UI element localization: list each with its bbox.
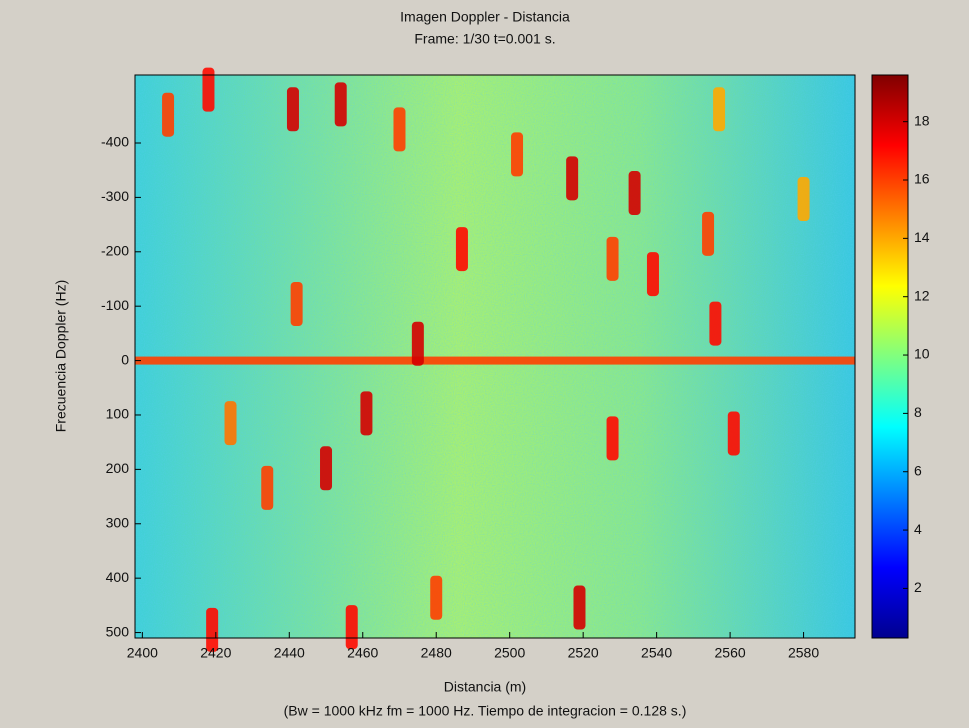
y-tick-label: 200 xyxy=(106,460,130,476)
chart-title: Imagen Doppler - Distancia xyxy=(400,9,570,25)
y-tick-label: 100 xyxy=(106,406,130,422)
colorbar-tick-label: 12 xyxy=(914,287,930,303)
colorbar-tick-label: 6 xyxy=(914,462,922,478)
clutter-line xyxy=(135,356,855,365)
target xyxy=(566,156,579,201)
chart-subtitle: Frame: 1/30 t=0.001 s. xyxy=(414,31,555,47)
colorbar-tick-label: 4 xyxy=(914,521,922,537)
target xyxy=(261,465,274,510)
target xyxy=(727,411,740,456)
target xyxy=(628,171,641,216)
colorbar-tick-label: 18 xyxy=(914,112,930,128)
y-tick-label: 0 xyxy=(121,351,129,367)
target xyxy=(360,391,373,436)
note: (Bw = 1000 kHz fm = 1000 Hz. Tiempo de i… xyxy=(284,703,687,719)
target xyxy=(702,211,715,256)
colorbar-tick-label: 8 xyxy=(914,404,922,420)
target xyxy=(206,607,219,652)
target xyxy=(334,82,347,127)
target xyxy=(224,401,237,446)
target xyxy=(709,301,722,346)
x-tick-label: 2460 xyxy=(347,645,378,661)
y-tick-label: 400 xyxy=(106,569,130,585)
target xyxy=(511,132,524,177)
noise-texture xyxy=(135,75,855,638)
target xyxy=(430,575,443,620)
target xyxy=(797,177,810,222)
y-axis-label: Frecuencia Doppler (Hz) xyxy=(53,280,69,433)
colorbar-tick-label: 14 xyxy=(914,229,930,245)
x-axis-label: Distancia (m) xyxy=(444,679,526,695)
target xyxy=(573,585,586,630)
x-tick-label: 2480 xyxy=(421,645,452,661)
x-tick-label: 2440 xyxy=(274,645,305,661)
plot-frame xyxy=(134,74,856,639)
y-tick-label: -100 xyxy=(101,297,129,313)
x-tick-label: 2540 xyxy=(641,645,672,661)
target xyxy=(393,107,406,152)
x-tick-label: 2500 xyxy=(494,645,525,661)
colorbar xyxy=(872,75,908,638)
colorbar-tick-label: 10 xyxy=(914,346,930,362)
colorbar-tick-label: 2 xyxy=(914,579,922,595)
target xyxy=(162,92,175,137)
x-tick-label: 2520 xyxy=(568,645,599,661)
x-tick-label: 2420 xyxy=(200,645,231,661)
target xyxy=(290,282,303,327)
x-tick-label: 2400 xyxy=(127,645,158,661)
y-tick-label: 300 xyxy=(106,514,130,530)
y-tick-label: -400 xyxy=(101,134,129,150)
colorbar-tick-label: 16 xyxy=(914,171,930,187)
target xyxy=(713,87,726,132)
target xyxy=(606,416,619,461)
y-tick-label: -300 xyxy=(101,188,129,204)
target xyxy=(606,236,619,281)
y-tick-label: -200 xyxy=(101,242,129,258)
target xyxy=(455,227,468,272)
colorbar-frame xyxy=(871,74,909,639)
target xyxy=(646,252,659,297)
target xyxy=(345,605,358,650)
y-tick-label: 500 xyxy=(106,623,130,639)
x-tick-label: 2560 xyxy=(715,645,746,661)
x-tick-label: 2580 xyxy=(788,645,819,661)
target xyxy=(202,67,215,112)
target xyxy=(286,87,299,132)
target xyxy=(411,321,424,366)
target xyxy=(320,446,333,491)
